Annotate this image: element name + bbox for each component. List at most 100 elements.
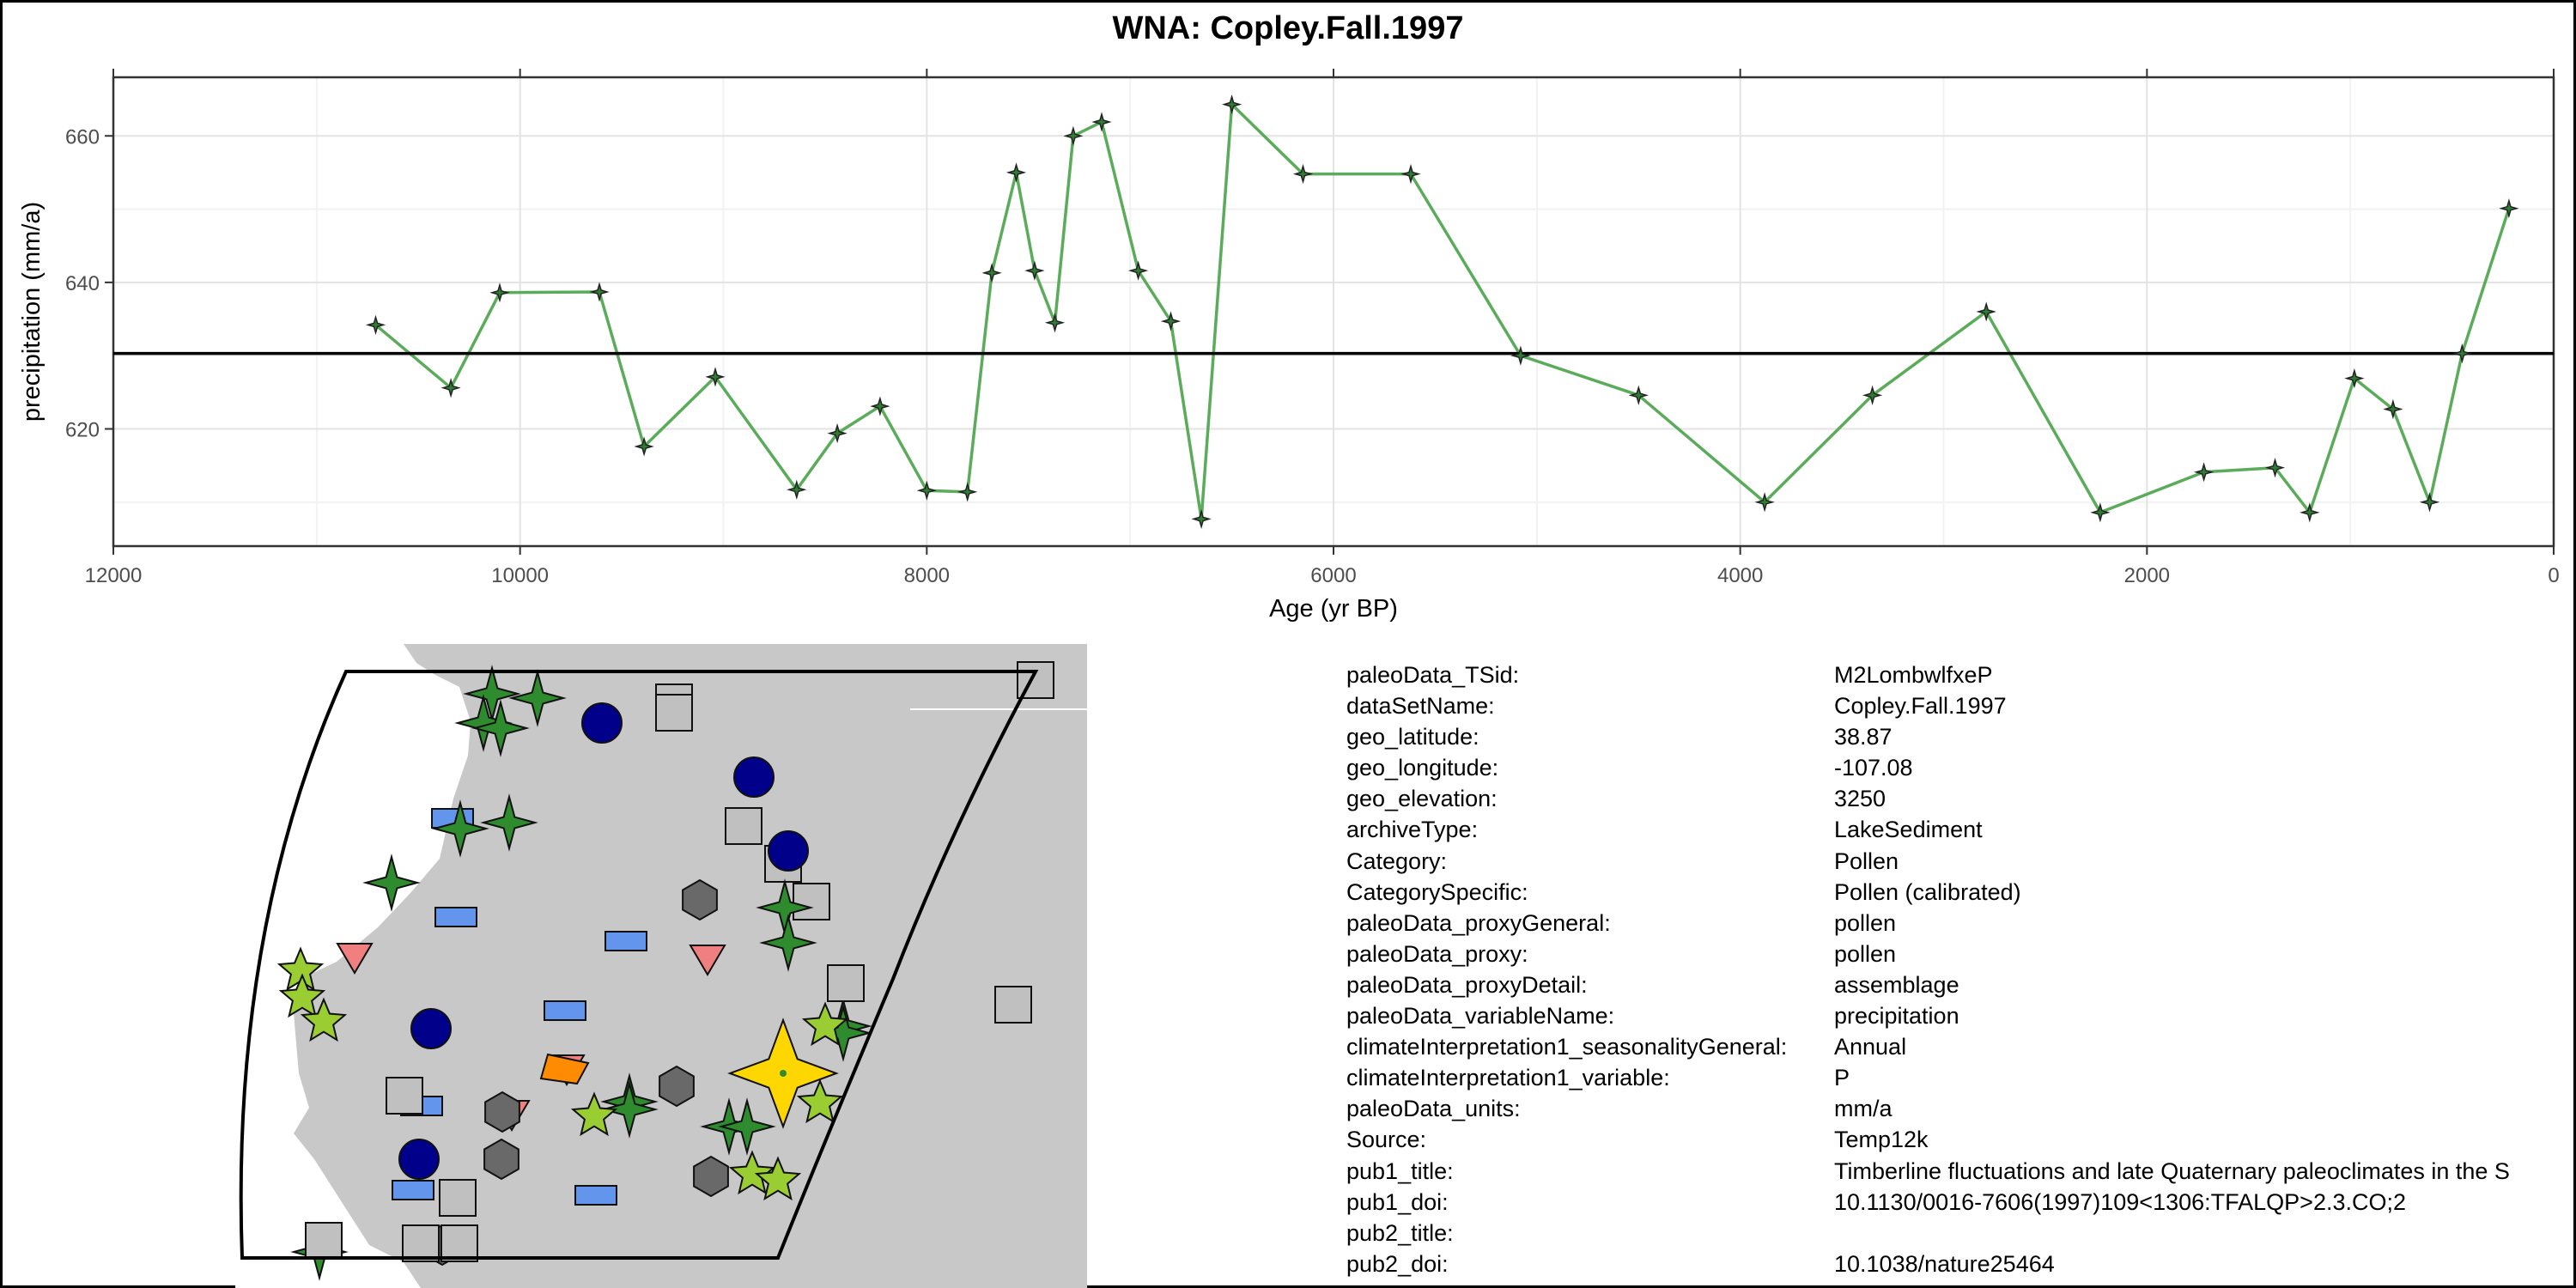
metadata-row: geo_latitude: 38.87 — [1346, 721, 2510, 752]
hexagon-marker — [484, 1091, 520, 1133]
metadata-key: paleoData_proxy: — [1346, 940, 1528, 967]
data-point — [1292, 163, 1314, 185]
rect-marker — [544, 1000, 586, 1021]
metadata-value: mm/a — [1834, 1096, 1893, 1122]
metadata-value: pollen — [1834, 909, 1897, 936]
metadata-row: pub2_doi: 10.1038/nature25464 — [1346, 1249, 2510, 1279]
triangle-marker — [689, 945, 726, 976]
square-marker — [1017, 661, 1054, 699]
star4-marker — [431, 799, 489, 858]
metadata-value: LakeSediment — [1834, 817, 1983, 843]
metadata-row: paleoData_variableName: precipitation — [1346, 1000, 2510, 1031]
data-point — [2090, 502, 2111, 523]
metadata-row: paleoData_proxy: pollen — [1346, 939, 2510, 969]
star4-marker — [600, 1080, 659, 1139]
metadata-value: -107.08 — [1834, 755, 1913, 781]
metadata-value: 3250 — [1834, 786, 1886, 812]
circle-marker — [581, 702, 623, 744]
data-point — [634, 436, 654, 457]
star4-marker — [759, 914, 817, 972]
square-marker — [305, 1222, 343, 1260]
data-point — [2300, 502, 2320, 523]
data-point — [870, 396, 890, 416]
star5-marker — [728, 1150, 776, 1195]
highlight-site-center — [780, 1070, 787, 1077]
square-marker — [827, 964, 865, 1002]
data-point — [1510, 345, 1531, 366]
data-point — [1191, 508, 1212, 530]
metadata-value: pollen — [1834, 940, 1897, 967]
metadata-value: Pollen (calibrated) — [1834, 878, 2021, 905]
star5-marker — [278, 973, 326, 1018]
data-point — [589, 282, 610, 302]
metadata-key: paleoData_proxyDetail: — [1346, 971, 1588, 998]
metadata-key: dataSetName: — [1346, 693, 1495, 720]
rect-marker — [605, 931, 647, 951]
data-point — [2344, 368, 2365, 389]
metadata-value: Annual — [1834, 1034, 1907, 1060]
data-point — [1628, 385, 1649, 405]
square-marker — [439, 1179, 477, 1217]
star4-marker — [362, 854, 421, 912]
x-axis-label: Age (yr BP) — [1269, 595, 1398, 623]
metadata-row: pub2_title: — [1346, 1218, 2510, 1249]
metadata-row: pub1_title: Timberline fluctuations and l… — [1346, 1156, 2510, 1187]
data-point — [2264, 458, 2286, 478]
y-tick-label: 660 — [65, 125, 100, 149]
metadata-row: paleoData_proxyDetail: assemblage — [1346, 969, 2510, 1000]
metadata-key: pub1_title: — [1346, 1157, 1454, 1184]
y-axis-label: precipitation (mm/a) — [18, 202, 46, 422]
data-point — [2451, 343, 2473, 364]
data-point — [1063, 125, 1084, 146]
square-marker — [994, 986, 1032, 1024]
star4-marker — [480, 793, 538, 852]
square-marker — [402, 1224, 440, 1262]
rect-marker — [574, 1185, 617, 1206]
metadata-key: pub2_title: — [1346, 1219, 1454, 1246]
metadata-key: pub1_doi: — [1346, 1188, 1449, 1215]
metadata-key: Category: — [1346, 848, 1448, 874]
hexagon-marker — [483, 1138, 519, 1181]
metadata-row: climateInterpretation1_variable: P — [1346, 1062, 2510, 1093]
hexagon-marker — [682, 878, 718, 921]
data-point — [365, 314, 386, 336]
data-point — [957, 482, 978, 502]
data-point — [705, 367, 726, 387]
metadata-row: dataSetName: Copley.Fall.1997 — [1346, 690, 2510, 721]
square-marker — [655, 694, 693, 732]
data-point — [1160, 311, 1182, 331]
x-tick-label: 12000 — [85, 564, 143, 587]
time-series-plot: 12000 10000 8000 6000 4000 2000 0 620 640 660 Age … — [18, 69, 2560, 623]
star4-marker — [718, 1097, 776, 1156]
star5-marker — [570, 1091, 618, 1137]
metadata-key: archiveType: — [1346, 817, 1479, 843]
data-point — [916, 480, 937, 501]
square-marker — [440, 1224, 478, 1262]
metadata-table: paleoData_TSid: M2LombwlfxeP dataSetName: C… — [1346, 659, 2510, 1279]
metadata-key: climateInterpretation1_variable: — [1346, 1065, 1670, 1091]
metadata-row: climateInterpretation1_seasonalityGenera… — [1346, 1031, 2510, 1062]
data-point — [1976, 301, 1996, 322]
metadata-value: M2LombwlfxeP — [1834, 662, 1993, 688]
circle-marker — [733, 756, 775, 798]
rect-marker — [392, 1180, 434, 1200]
hexagon-marker — [693, 1155, 729, 1198]
data-point — [981, 263, 1002, 283]
metadata-key: geo_elevation: — [1346, 786, 1498, 812]
triangle-marker — [336, 943, 374, 975]
metadata-key: paleoData_variableName: — [1346, 1003, 1615, 1030]
metadata-row: paleoData_proxyGeneral: pollen — [1346, 908, 2510, 939]
site-map — [235, 644, 1087, 1288]
star4-marker — [508, 669, 567, 727]
x-tick-label: 0 — [2548, 564, 2559, 587]
data-point — [2193, 462, 2215, 483]
y-tick-label: 640 — [65, 272, 100, 295]
data-point — [787, 479, 807, 500]
metadata-key: geo_longitude: — [1346, 755, 1499, 781]
square-marker — [386, 1077, 423, 1115]
star5-marker — [754, 1156, 802, 1201]
metadata-row: pub1_doi: 10.1130/0016-7606(1997)109<1306… — [1346, 1187, 2510, 1218]
x-tick-label: 2000 — [2124, 564, 2170, 587]
square-marker — [725, 807, 762, 845]
